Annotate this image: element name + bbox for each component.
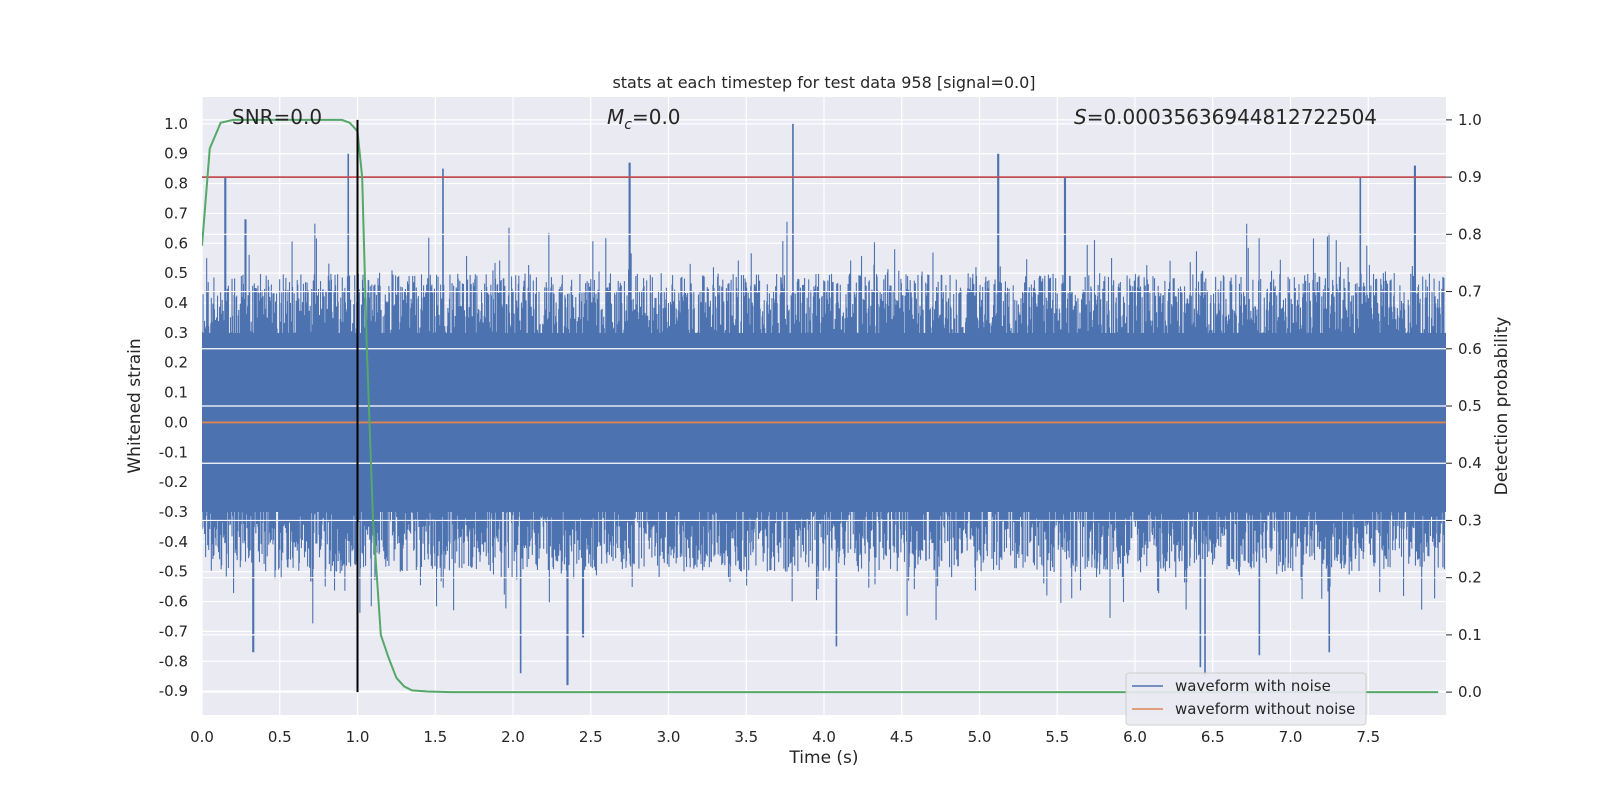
- legend-label-noise: waveform with noise: [1175, 677, 1331, 695]
- x-tick-label: 0.0: [190, 728, 214, 746]
- right-axis-ticks: 1.0 0.9 0.8 0.7 0.6 0.5 0.4 0.3 0.2 0.1 0.0: [1446, 111, 1482, 701]
- x-tick-label: 2.0: [501, 728, 525, 746]
- statistic-annotation: S=0.00035636944812722504: [1074, 105, 1377, 129]
- x-tick-label: 3.5: [734, 728, 758, 746]
- x-tick-label: 6.0: [1123, 728, 1147, 746]
- left-axis-ticks: 1.0 0.9 0.8 0.7 0.6 0.5 0.4 0.3 0.2 0.1 0.0 -0.1 -0.…: [159, 115, 188, 700]
- legend-box: [1125, 672, 1367, 726]
- chirp-mass-value: =0.0: [632, 105, 681, 129]
- chirp-mass-symbol: M: [607, 105, 624, 129]
- right-y-tick-label: 0.8: [1458, 225, 1482, 243]
- x-tick-label: 6.5: [1201, 728, 1225, 746]
- left-axis-label: Whitened strain: [125, 338, 145, 473]
- left-y-tick-label: 0.3: [164, 324, 188, 342]
- left-y-tick-label: -0.7: [159, 622, 188, 640]
- snr-annotation: SNR=0.0: [232, 105, 322, 129]
- x-axis-ticks: 0.0 0.5 1.0 1.5 2.0 2.5 3.0 3.5 4.0 4.5 5.0 5.5 6.0 6…: [190, 728, 1380, 746]
- left-y-tick-label: 0.2: [164, 354, 188, 372]
- left-y-tick-label: -0.2: [159, 473, 188, 491]
- left-y-tick-label: 0.0: [164, 413, 188, 431]
- right-y-tick-label: 0.1: [1458, 626, 1482, 644]
- left-y-tick-label: 0.8: [164, 175, 188, 193]
- x-tick-label: 7.5: [1356, 728, 1380, 746]
- right-y-tick-label: 0.3: [1458, 511, 1482, 529]
- x-axis-label: Time (s): [788, 748, 858, 768]
- left-y-tick-label: -0.5: [159, 563, 188, 581]
- legend: waveform with noise waveform without noi…: [1125, 672, 1367, 726]
- chirp-mass-annotation: Mc=0.0: [607, 105, 681, 133]
- right-axis-label: Detection probability: [1492, 317, 1512, 496]
- right-y-tick-label: 0.0: [1458, 683, 1482, 701]
- right-y-tick-label: 0.7: [1458, 283, 1482, 301]
- legend-label-clean: waveform without noise: [1175, 700, 1355, 718]
- right-y-tick-label: 0.4: [1458, 454, 1482, 472]
- x-tick-label: 4.5: [890, 728, 914, 746]
- right-y-tick-label: 0.6: [1458, 340, 1482, 358]
- left-y-tick-label: -0.8: [159, 652, 188, 670]
- x-tick-label: 7.0: [1279, 728, 1303, 746]
- left-y-tick-label: -0.3: [159, 503, 188, 521]
- x-tick-label: 0.5: [268, 728, 292, 746]
- right-y-tick-label: 0.9: [1458, 168, 1482, 186]
- right-y-tick-label: 0.2: [1458, 569, 1482, 587]
- detection-probability-line: [202, 118, 1439, 694]
- x-tick-label: 3.0: [657, 728, 681, 746]
- left-y-tick-label: 0.7: [164, 204, 188, 222]
- chirp-mass-subscript: c: [624, 117, 632, 133]
- x-tick-label: 5.5: [1045, 728, 1069, 746]
- x-tick-label: 1.5: [423, 728, 447, 746]
- x-tick-label: 5.0: [968, 728, 992, 746]
- x-tick-label: 4.0: [812, 728, 836, 746]
- left-y-tick-label: 0.6: [164, 234, 188, 252]
- left-y-tick-label: 0.4: [164, 294, 188, 312]
- right-y-tick-label: 1.0: [1458, 111, 1482, 129]
- overlay-lines: [202, 118, 1446, 694]
- right-y-tick-label: 0.5: [1458, 397, 1482, 415]
- left-y-tick-label: 1.0: [164, 115, 188, 133]
- left-y-tick-label: 0.1: [164, 384, 188, 402]
- left-y-tick-label: -0.6: [159, 593, 188, 611]
- statistic-symbol: S: [1074, 105, 1087, 129]
- left-y-tick-label: -0.9: [159, 682, 188, 700]
- statistic-value: =0.00035636944812722504: [1087, 105, 1377, 129]
- x-tick-label: 2.5: [579, 728, 603, 746]
- left-y-tick-label: 0.5: [164, 264, 188, 282]
- left-y-tick-label: -0.1: [159, 443, 188, 461]
- left-y-tick-label: 0.9: [164, 145, 188, 163]
- x-tick-label: 1.0: [346, 728, 370, 746]
- chart-title: stats at each timestep for test data 958…: [612, 73, 1035, 92]
- left-y-tick-label: -0.4: [159, 533, 188, 551]
